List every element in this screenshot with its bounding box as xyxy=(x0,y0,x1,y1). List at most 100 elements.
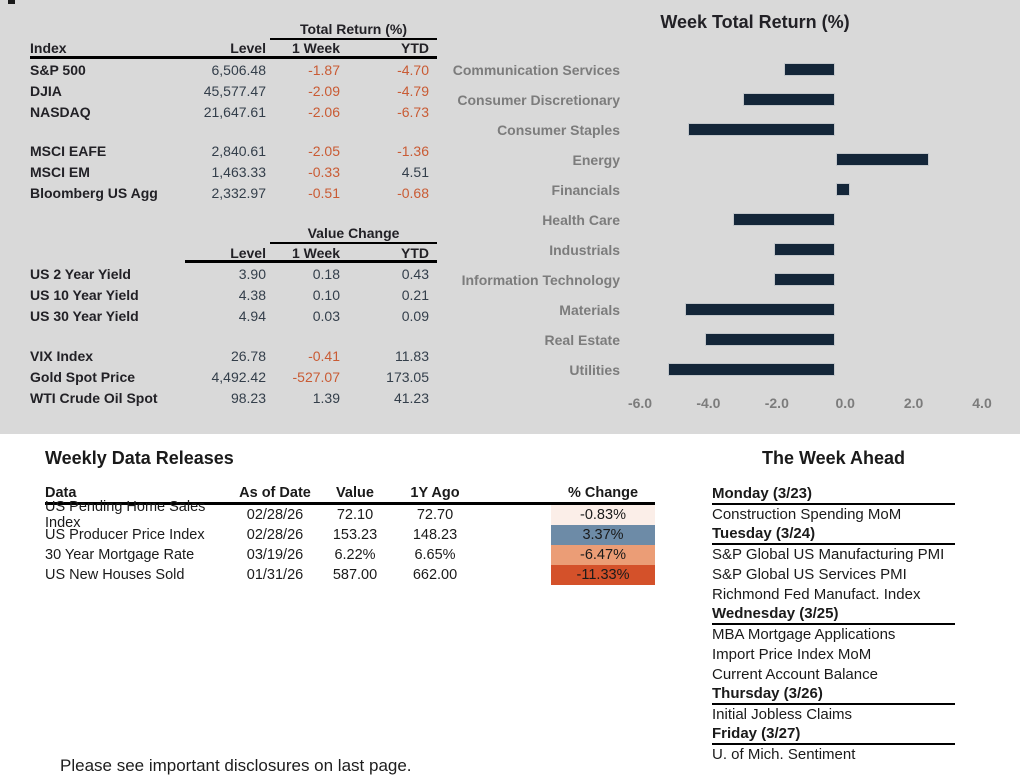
axis-tick: -2.0 xyxy=(764,395,789,411)
week-value: -0.41 xyxy=(308,347,340,364)
level-value: 4.38 xyxy=(238,286,266,303)
level-value: 6,506.48 xyxy=(211,61,267,78)
yearago-value: 662.00 xyxy=(412,567,458,583)
table-row: MSCI EAFE 2,840.61 -2.05 -1.36 xyxy=(30,140,437,161)
level-value: 98.23 xyxy=(230,389,266,406)
asof-value: 02/28/26 xyxy=(246,507,304,523)
level-value: 4,492.42 xyxy=(211,368,267,385)
chart-row: Communication Services xyxy=(450,55,1010,85)
calendar-item: Construction Spending MoM xyxy=(712,506,902,523)
group-header-label: Total Return (%) xyxy=(270,21,437,40)
table-column-headers: Index Level 1 Week YTD xyxy=(30,40,437,59)
col-header-1week: 1 Week xyxy=(292,40,340,56)
table-row: MSCI EM 1,463.33 -0.33 4.51 xyxy=(30,161,437,182)
market-data-panel xyxy=(0,0,1020,434)
category-label: Industrials xyxy=(549,242,620,258)
sector-bar xyxy=(773,273,836,286)
week-ahead-title: The Week Ahead xyxy=(761,448,906,468)
row-label: DJIA xyxy=(30,82,62,99)
chart-row: Materials xyxy=(450,295,1010,325)
axis-tick: 2.0 xyxy=(903,395,924,411)
row-label: MSCI EAFE xyxy=(30,142,107,159)
bar-plot xyxy=(630,55,980,85)
week-value: 0.10 xyxy=(312,286,340,303)
bar-plot xyxy=(630,295,980,325)
row-label: US 10 Year Yield xyxy=(30,286,139,303)
calendar-item: Richmond Fed Manufact. Index xyxy=(712,586,921,603)
table-row: US 2 Year Yield 3.90 0.18 0.43 xyxy=(30,263,437,284)
asof-value: 02/28/26 xyxy=(246,527,304,543)
table-row: Bloomberg US Agg 2,332.97 -0.51 -0.68 xyxy=(30,182,437,203)
week-value: -527.07 xyxy=(292,368,340,385)
yearago-value: 6.65% xyxy=(414,547,456,563)
calendar-item: Current Account Balance xyxy=(712,666,878,683)
ytd-value: 173.05 xyxy=(386,368,429,385)
level-value: 2,840.61 xyxy=(211,142,267,159)
week-ahead-section: The Week Ahead Monday (3/23) Constructio… xyxy=(712,448,1020,765)
table-row: US 10 Year Yield 4.38 0.10 0.21 xyxy=(30,284,437,305)
table-group-header: Total Return (%) xyxy=(30,18,437,40)
calendar-item: Import Price Index MoM xyxy=(712,646,872,663)
bar-plot xyxy=(630,205,980,235)
level-value: 26.78 xyxy=(230,347,266,364)
axis-tick: -6.0 xyxy=(627,395,653,411)
col-header-value: Value xyxy=(336,485,374,501)
asof-value: 01/31/26 xyxy=(246,567,304,583)
week-value: -0.33 xyxy=(308,163,340,180)
release-name: 30 Year Mortgage Rate xyxy=(45,547,195,563)
day-header: Wednesday (3/25) xyxy=(712,605,955,625)
col-header-asof: As of Date xyxy=(239,485,311,501)
chart-row: Energy xyxy=(450,145,1010,175)
week-value: -2.06 xyxy=(308,103,340,120)
release-name: US Producer Price Index xyxy=(45,527,205,543)
level-value: 21,647.61 xyxy=(203,103,266,120)
table-spacer xyxy=(30,326,437,345)
table-row: 30 Year Mortgage Rate 03/19/26 6.22% 6.6… xyxy=(45,545,655,565)
sector-return-chart: Communication Services Consumer Discreti… xyxy=(450,55,1010,413)
category-label: Information Technology xyxy=(461,272,620,288)
release-name: US Pending Home Sales Index xyxy=(45,499,206,531)
sector-bar xyxy=(705,333,836,346)
chart-row: Information Technology xyxy=(450,265,1010,295)
category-label: Financials xyxy=(551,182,620,198)
chart-row: Consumer Discretionary xyxy=(450,85,1010,115)
calendar-item: MBA Mortgage Applications xyxy=(712,626,896,643)
calendar-item: S&P Global US Manufacturing PMI xyxy=(712,546,945,563)
bar-plot xyxy=(630,115,980,145)
day-header: Tuesday (3/24) xyxy=(712,525,955,545)
row-label: NASDAQ xyxy=(30,103,91,120)
calendar-item: U. of Mich. Sentiment xyxy=(712,746,856,763)
bar-plot xyxy=(630,325,980,355)
pct-change-cell: 3.37% xyxy=(551,525,655,545)
col-header-ytd: YTD xyxy=(350,244,437,263)
index-return-table: Total Return (%) Index Level 1 Week YTD … xyxy=(30,18,437,203)
level-value: 45,577.47 xyxy=(203,82,266,99)
sector-bar xyxy=(688,123,836,136)
ytd-value: 0.09 xyxy=(401,307,429,324)
chart-title: Week Total Return (%) xyxy=(660,12,850,32)
table-row: Gold Spot Price 4,492.42 -527.07 173.05 xyxy=(30,366,437,387)
level-value: 2,332.97 xyxy=(211,184,267,201)
calendar-item: Initial Jobless Claims xyxy=(712,706,853,723)
table-row: DJIA 45,577.47 -2.09 -4.79 xyxy=(30,80,437,101)
table-row: US Producer Price Index 02/28/26 153.23 … xyxy=(45,525,655,545)
day-header: Thursday (3/26) xyxy=(712,685,955,705)
chart-row: Consumer Staples xyxy=(450,115,1010,145)
table-column-headers: Data As of Date Value 1Y Ago % Change xyxy=(45,484,655,505)
day-header: Monday (3/23) xyxy=(712,485,955,505)
week-value: -1.87 xyxy=(308,61,340,78)
day-header: Friday (3/27) xyxy=(712,725,955,745)
sector-bar xyxy=(742,93,836,106)
row-label: US 2 Year Yield xyxy=(30,265,131,282)
row-label: MSCI EM xyxy=(30,163,90,180)
row-label: Bloomberg US Agg xyxy=(30,184,158,201)
category-label: Real Estate xyxy=(544,332,620,348)
sector-bar xyxy=(783,63,836,76)
table-row: VIX Index 26.78 -0.41 11.83 xyxy=(30,345,437,366)
axis-tick: -4.0 xyxy=(696,395,721,411)
col-header-1yago: 1Y Ago xyxy=(410,485,460,501)
table-row: WTI Crude Oil Spot 98.23 1.39 41.23 xyxy=(30,387,437,408)
category-label: Materials xyxy=(559,302,620,318)
chart-row: Health Care xyxy=(450,205,1010,235)
